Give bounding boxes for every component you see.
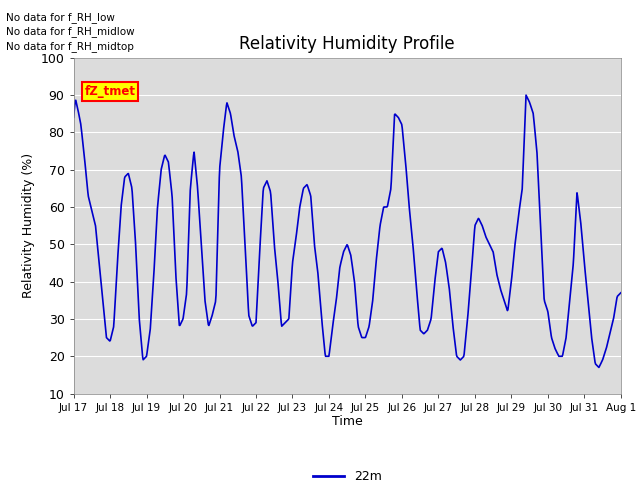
- Title: Relativity Humidity Profile: Relativity Humidity Profile: [239, 35, 455, 53]
- Text: No data for f_RH_midlow: No data for f_RH_midlow: [6, 26, 135, 37]
- Legend: 22m: 22m: [308, 465, 387, 480]
- Text: fZ_tmet: fZ_tmet: [84, 84, 136, 97]
- Text: No data for f_RH_midtop: No data for f_RH_midtop: [6, 41, 134, 52]
- X-axis label: Time: Time: [332, 415, 363, 429]
- Y-axis label: Relativity Humidity (%): Relativity Humidity (%): [22, 153, 35, 298]
- Text: No data for f_RH_low: No data for f_RH_low: [6, 12, 115, 23]
